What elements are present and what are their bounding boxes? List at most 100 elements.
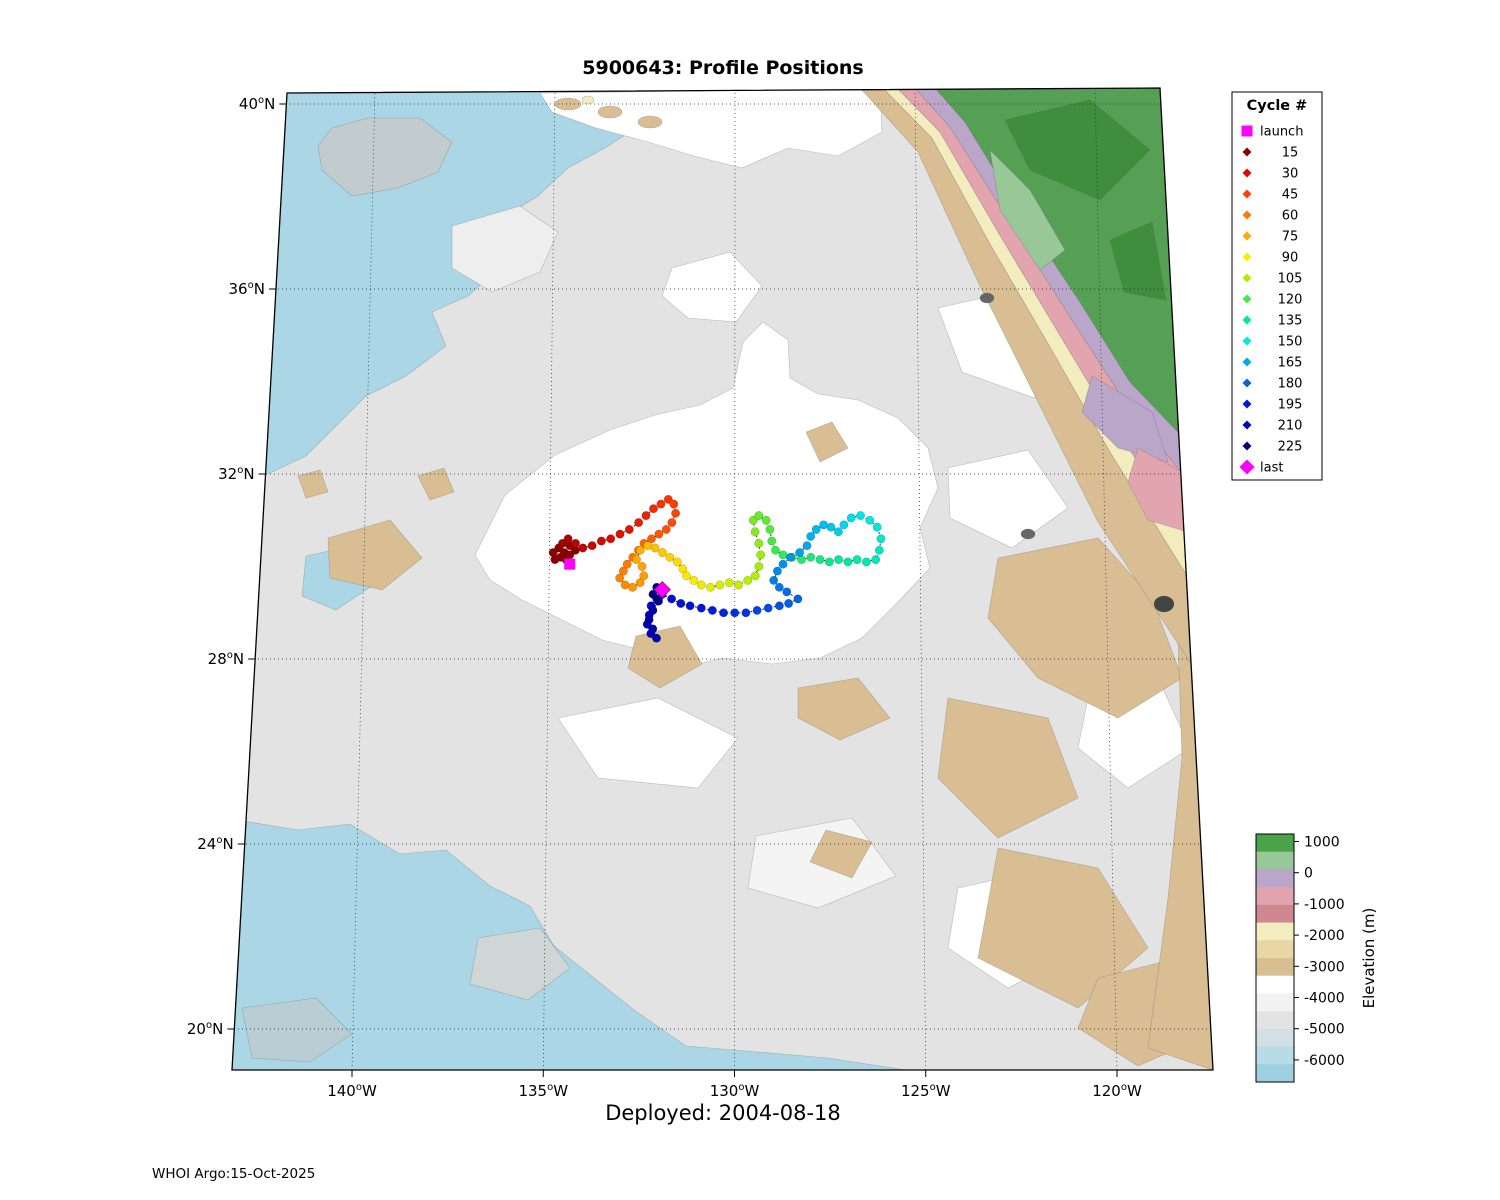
deep-basin-northwest	[232, 88, 661, 479]
longitude-tick-label: 140oW	[327, 1082, 377, 1100]
profile-position-marker	[750, 527, 760, 537]
colorbar-segment	[1256, 904, 1294, 924]
profile-position-marker	[750, 571, 760, 581]
profile-position-marker	[872, 522, 882, 532]
profile-position-marker	[806, 531, 816, 541]
rise-region	[661, 251, 763, 323]
profile-position-marker	[846, 513, 856, 523]
map-border	[231, 87, 1214, 1071]
profile-position-marker	[871, 555, 881, 565]
profile-position-marker	[748, 515, 758, 525]
colorbar-segment	[1256, 958, 1294, 977]
profile-position-marker	[635, 545, 645, 555]
latitude-tick-label: 36oN	[229, 280, 265, 298]
legend-launch-marker-icon	[1241, 125, 1253, 137]
profile-position-marker	[644, 615, 654, 625]
legend-entry-label: launch	[1260, 125, 1303, 140]
colorbar-segment	[1256, 1011, 1294, 1030]
profile-position-marker	[826, 522, 836, 532]
legend-cycle-marker-icon	[1242, 336, 1252, 346]
longitude-tick-label: 120oW	[1092, 1082, 1142, 1100]
profile-position-marker	[654, 594, 663, 604]
profile-position-marker	[635, 578, 645, 588]
colorbar	[1256, 834, 1294, 1083]
legend-entry-label: 45	[1282, 188, 1299, 203]
profile-position-marker	[641, 511, 651, 521]
latitude-tick-label: 32oN	[218, 465, 254, 483]
colorbar-frame	[1255, 833, 1295, 1083]
profile-position-marker	[752, 605, 762, 615]
seamount-patch	[797, 677, 891, 741]
profile-position-marker	[834, 555, 844, 565]
legend-entry-label: 150	[1278, 335, 1303, 350]
colorbar-axis-label: Elevation (m)	[1360, 908, 1378, 1009]
legend-entry-label: 195	[1278, 398, 1303, 413]
profile-position-marker	[618, 566, 628, 576]
legend-entry-label: 30	[1282, 167, 1299, 182]
legend-cycle-marker-icon	[1242, 294, 1252, 304]
legend-cycle-marker-icon	[1242, 168, 1252, 178]
profile-position-marker	[706, 582, 716, 592]
profile-position-marker	[724, 578, 734, 588]
profile-position-marker	[756, 550, 766, 560]
seafloor-patch	[241, 997, 353, 1063]
profile-position-marker	[754, 511, 764, 521]
profile-position-marker	[628, 582, 638, 592]
profile-position-marker	[696, 580, 706, 590]
legend-entry-label: 225	[1278, 440, 1303, 455]
profile-position-marker	[648, 605, 658, 615]
legend-cycle-marker-icon	[1242, 210, 1252, 220]
legend-entry-label: last	[1260, 461, 1283, 476]
profile-position-marker	[632, 555, 641, 565]
profile-position-marker	[852, 555, 862, 565]
profile-position-marker	[639, 571, 649, 581]
island-spot	[597, 105, 623, 119]
legend-entry-label: 60	[1282, 209, 1299, 224]
colorbar-ticks: 1000 0 -1000 -2000 -3000 -4000 -5000 -6000	[1294, 835, 1345, 1069]
profile-position-marker	[587, 541, 597, 551]
profile-position-marker	[615, 573, 625, 583]
land-highland	[1109, 221, 1167, 301]
profile-position-marker	[615, 529, 625, 539]
longitude-tick-label: 135oW	[518, 1082, 568, 1100]
legend-cycle-marker-icon	[1242, 399, 1252, 409]
seafloor-patch	[451, 205, 559, 293]
profile-position-marker	[833, 527, 843, 537]
profile-position-marker	[665, 552, 675, 562]
legend-box	[1231, 91, 1323, 481]
longitude-gridline	[914, 89, 927, 1070]
profile-position-marker	[734, 580, 743, 590]
colorbar-segment	[1256, 1064, 1294, 1083]
profile-position-marker	[719, 608, 729, 618]
legend-cycle-marker-icon	[1242, 273, 1252, 283]
profile-position-marker	[634, 518, 644, 528]
profile-position-marker	[730, 608, 740, 618]
legend-cycle-marker-icon	[1242, 420, 1252, 430]
profile-position-marker	[707, 605, 717, 615]
colorbar-segment	[1256, 940, 1294, 959]
profile-position-marker	[663, 494, 673, 504]
profile-position-marker	[676, 599, 686, 608]
coastal-pink-blob	[1127, 447, 1189, 533]
profile-position-marker	[843, 557, 853, 567]
land-highland	[1004, 99, 1151, 201]
profile-position-marker	[778, 550, 788, 560]
rise-region	[557, 697, 739, 789]
latitude-tick-label: 28oN	[208, 650, 244, 668]
colorbar-segment	[1256, 975, 1294, 994]
deep-basin-southwest	[232, 817, 907, 1070]
profile-position-marker	[754, 562, 764, 571]
colorbar-segment	[1256, 834, 1294, 853]
longitude-gridline	[542, 89, 556, 1070]
profile-position-marker	[669, 499, 679, 509]
profile-position-marker	[649, 504, 658, 514]
profile-position-marker	[774, 601, 784, 611]
profile-position-marker	[689, 575, 699, 585]
colorbar-tick-label: -3000	[1304, 959, 1345, 975]
seamount-patch	[627, 625, 703, 689]
profile-position-marker	[824, 557, 834, 567]
profile-position-marker	[643, 541, 653, 551]
profile-position-marker	[667, 594, 677, 604]
colorbar-segment	[1256, 1046, 1294, 1065]
colorbar-segment	[1256, 993, 1294, 1012]
